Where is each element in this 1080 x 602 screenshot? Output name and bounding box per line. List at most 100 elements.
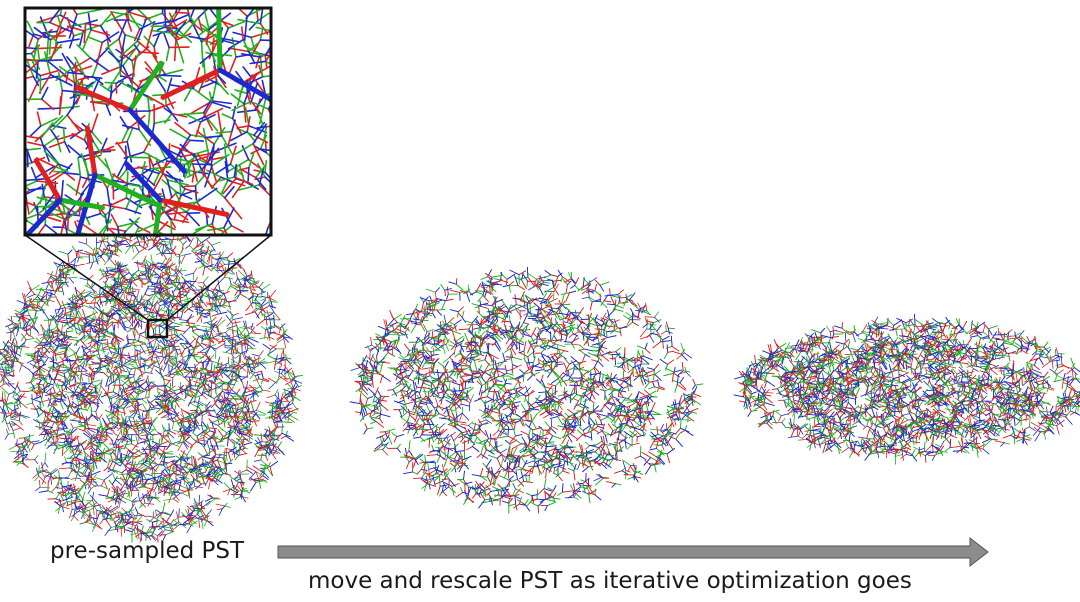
pst-frame-axis (199, 299, 201, 307)
pst-frame-axis (133, 359, 139, 368)
pst-frame-axis (224, 269, 231, 277)
pst-frame-axis (153, 351, 160, 360)
pst-frame-axis (223, 482, 231, 490)
pst-frame-axis (108, 348, 113, 355)
pst-frame-axis (87, 358, 94, 360)
pst-frame-axis (196, 297, 200, 304)
pst-frame-axis (76, 263, 85, 267)
pst-frame-axis (225, 455, 228, 462)
pst-frame-axis (227, 488, 231, 496)
pst-frame-axis (262, 389, 271, 392)
pst-frame-axis (104, 512, 106, 519)
pst-frame-axis (109, 458, 117, 462)
pst-frame-axis (6, 331, 14, 334)
pst-frame-axis (129, 291, 133, 303)
pst-frame-axis (135, 315, 141, 319)
pst-frame-axis (161, 424, 165, 432)
pst-frame-axis (226, 319, 234, 327)
pst-frame-axis (167, 435, 173, 445)
pst-frame-axis (224, 389, 233, 391)
pst-frame-axis (63, 446, 71, 455)
pst-frame-axis (4, 433, 9, 440)
pst-frame-axis (152, 516, 163, 523)
pst-frame-axis (221, 366, 228, 369)
pst-frame-axis (217, 422, 223, 426)
pst-frame-axis (78, 505, 85, 510)
pst-frame-axis (267, 461, 271, 469)
pst-frame-axis (258, 384, 263, 391)
pst-frame-axis (229, 269, 235, 275)
pst-frame-axis (75, 346, 80, 354)
pst-frame-axis (25, 381, 32, 384)
pst-frame-axis (167, 416, 174, 423)
pst-frame-axis (136, 296, 139, 305)
pst-frame-axis (103, 473, 112, 481)
pst-frame-axis (148, 294, 154, 302)
pst-frame-axis (43, 419, 49, 426)
pst-frame-axis (80, 290, 92, 295)
pst-frame-axis (77, 308, 83, 318)
pst-frame-axis (81, 294, 91, 300)
pst-frame-axis (142, 403, 148, 412)
pst-frame-axis (19, 445, 26, 449)
pst-frame-axis (164, 245, 171, 253)
pst-frame-axis (239, 327, 248, 330)
pst-frame-axis (195, 342, 203, 348)
pst-frame-axis (56, 422, 62, 429)
pst-frame-axis (92, 325, 98, 333)
pst-frame-axis (151, 467, 154, 477)
pst-frame-axis (33, 377, 41, 381)
pst-frame-axis (137, 408, 146, 412)
pst-frame-axis (209, 438, 213, 449)
pst-frame-axis (185, 245, 190, 249)
pst-frame-axis (258, 477, 268, 483)
pst-frame-axis (126, 292, 128, 301)
pst-frame-axis (244, 387, 248, 394)
pst-frame-axis (234, 399, 240, 408)
pst-frame-axis (201, 415, 203, 426)
pst-frame-axis (6, 393, 10, 403)
pst-frame-axis (146, 338, 157, 345)
pst-frame-axis (257, 437, 263, 447)
pst-frame-axis (101, 256, 106, 263)
pst-frame-axis (131, 269, 139, 276)
pst-frame-axis (234, 496, 243, 500)
pst-frame-axis (111, 270, 119, 278)
pst-frame-axis (265, 360, 277, 364)
pst-frame-axis (231, 389, 240, 397)
pst-frame-axis (274, 388, 279, 396)
pst-frame-axis (221, 428, 228, 434)
pst-frame-axis (99, 267, 105, 277)
pst-frame-axis (278, 327, 282, 334)
pst-frame-axis (233, 484, 238, 493)
pst-frame-axis (114, 398, 119, 404)
pst-frame-axis (168, 487, 171, 497)
pst-frame-axis (137, 491, 140, 501)
pst-frame-axis (209, 436, 219, 440)
pst-frame-axis (21, 304, 30, 310)
pst-frame-axis (256, 401, 261, 411)
pst-frame-axis (6, 423, 17, 425)
pst-frame-axis (166, 362, 173, 368)
pst-frame-axis (293, 385, 298, 391)
pst-frame-axis (77, 461, 86, 467)
pst-frame-axis (130, 434, 133, 445)
pst-frame-axis (2, 360, 12, 368)
pst-frame-axis (141, 532, 147, 537)
pst-frame-axis (155, 497, 161, 503)
pst-frame-axis (235, 368, 238, 375)
pst-frame-axis (127, 527, 135, 530)
pst-frame-axis (157, 490, 165, 494)
pst-frame-axis (71, 484, 73, 491)
pst-frame-axis (84, 285, 92, 289)
pst-frame-axis (200, 360, 212, 363)
pst-frame-axis (133, 367, 136, 378)
pst-frame-axis (261, 283, 271, 291)
pst-frame-axis (154, 326, 157, 338)
pst-frame-axis (231, 321, 241, 324)
pst-frame-axis (211, 316, 217, 322)
pst-frame-axis (95, 455, 98, 467)
pst-frame-axis (105, 322, 114, 331)
pst-frame-axis (151, 423, 157, 432)
pst-frame-axis (180, 333, 189, 343)
